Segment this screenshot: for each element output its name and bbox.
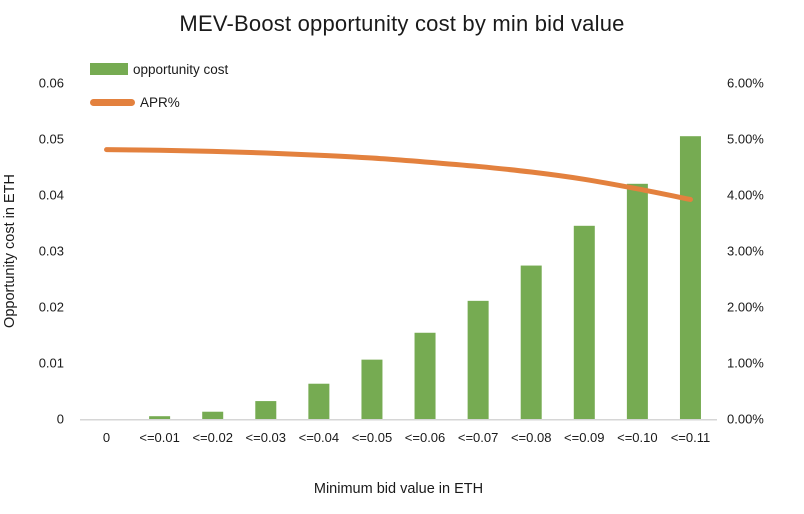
y-tick-right-1.00%: 1.00%	[727, 355, 764, 371]
legend-bar-swatch-icon	[90, 63, 128, 75]
y-tick-right-0.00%: 0.00%	[727, 411, 764, 427]
bar-<=0.01	[149, 416, 171, 419]
y-tick-left-0.05: 0.05	[38, 131, 64, 147]
x-tick-<=0.09: <=0.09	[564, 430, 605, 445]
bar-<=0.02	[202, 411, 224, 419]
x-axis-title: Minimum bid value in ETH	[313, 481, 484, 497]
x-tick-<=0.01: <=0.01	[139, 430, 180, 445]
legend-label-apr: APR%	[140, 94, 180, 110]
legend: opportunity cost APR%	[90, 58, 228, 124]
apr-line	[104, 147, 693, 202]
y-tick-right-2.00%: 2.00%	[727, 299, 764, 315]
y-axis-title: Opportunity cost in ETH	[2, 174, 18, 328]
y-tick-left-0.03: 0.03	[38, 243, 64, 259]
bar-<=0.07	[467, 300, 489, 419]
bar-<=0.03	[255, 401, 277, 419]
bar-<=0.04	[308, 383, 330, 419]
y-tick-right-6.00%: 6.00%	[727, 75, 764, 91]
x-tick-<=0.10: <=0.10	[617, 430, 658, 445]
y-tick-left-0.06: 0.06	[38, 75, 64, 91]
y-tick-left-0.01: 0.01	[38, 355, 64, 371]
y-tick-left-0.02: 0.02	[38, 299, 64, 315]
chart-title: MEV-Boost opportunity cost by min bid va…	[179, 11, 625, 36]
x-tick-<=0.06: <=0.06	[404, 430, 446, 445]
bar-<=0.08	[520, 265, 542, 419]
x-tick-0: 0	[102, 430, 111, 445]
bar-<=0.10	[626, 183, 648, 419]
x-tick-<=0.04: <=0.04	[298, 430, 340, 445]
legend-label-opportunity-cost: opportunity cost	[133, 61, 229, 77]
y-tick-right-5.00%: 5.00%	[727, 131, 764, 147]
y-tick-left-0: 0	[56, 411, 64, 427]
x-tick-<=0.03: <=0.03	[245, 430, 287, 445]
bar-<=0.11	[679, 136, 701, 419]
y-tick-right-4.00%: 4.00%	[727, 187, 764, 203]
legend-item-apr: APR%	[90, 91, 228, 113]
x-tick-<=0.05: <=0.05	[351, 430, 393, 445]
x-tick-<=0.08: <=0.08	[510, 430, 552, 445]
legend-item-opportunity-cost: opportunity cost	[90, 58, 228, 80]
bar-<=0.05	[361, 359, 383, 419]
y-tick-left-0.04: 0.04	[38, 187, 64, 203]
bar-<=0.06	[414, 332, 436, 419]
x-tick-<=0.11: <=0.11	[670, 430, 711, 445]
bar-<=0.09	[573, 225, 595, 419]
y-tick-right-3.00%: 3.00%	[727, 243, 764, 259]
legend-line-swatch-icon	[90, 98, 135, 106]
x-tick-<=0.07: <=0.07	[457, 430, 499, 445]
x-tick-<=0.02: <=0.02	[192, 430, 233, 445]
